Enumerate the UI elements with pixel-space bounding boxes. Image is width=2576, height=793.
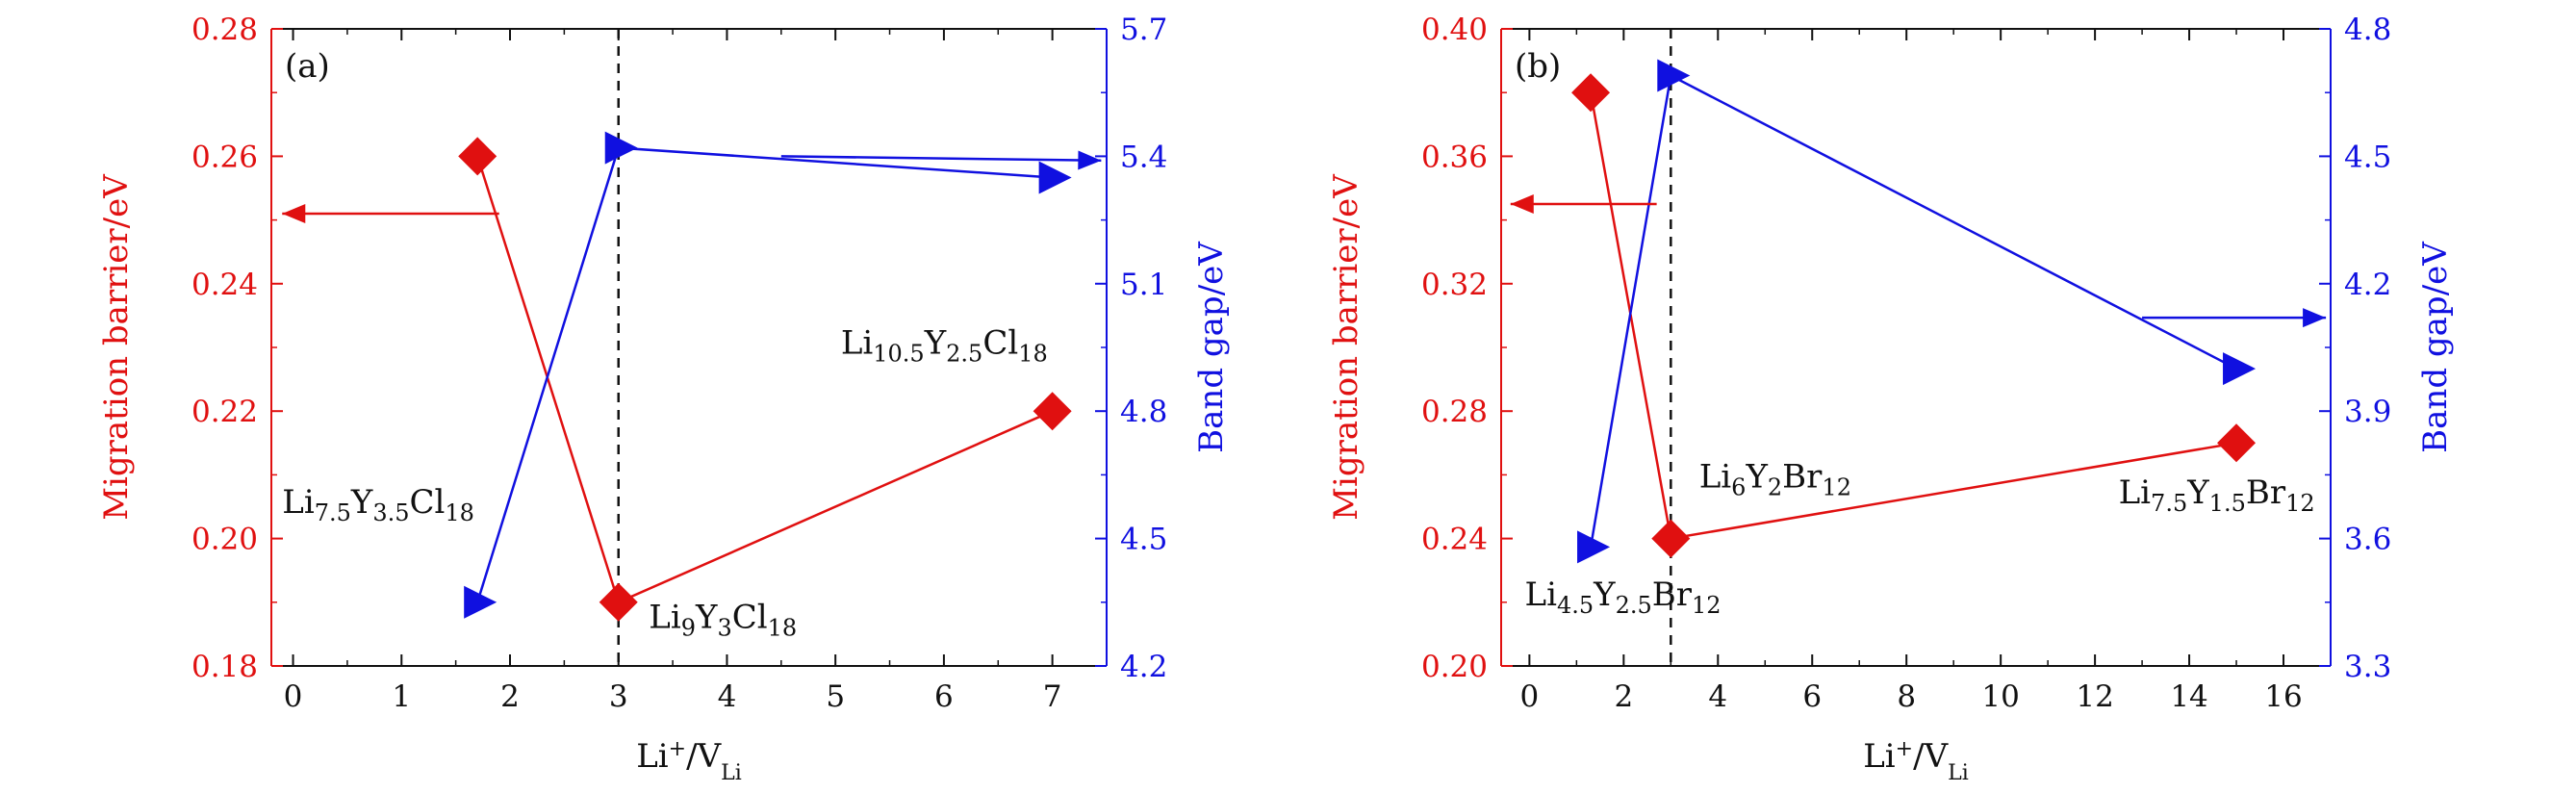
panel-a-x-tick-label: 3 bbox=[609, 679, 628, 714]
panel-b-y-left-tick-label: 0.20 bbox=[1421, 650, 1488, 684]
panel-b-y-right-axis-label: Band gap/eV bbox=[2416, 241, 2455, 453]
panel-b-x-tick-label: 14 bbox=[2170, 679, 2207, 714]
panel-a-x-tick-label: 6 bbox=[934, 679, 954, 714]
panel-b-panel-label: (b) bbox=[1515, 47, 1561, 86]
panel-b-y-left-axis-label: Migration barrier/eV bbox=[1327, 173, 1365, 521]
panel-b-y-left-tick-label: 0.28 bbox=[1421, 395, 1488, 429]
panel-a-migration-barrier-line bbox=[475, 156, 1054, 604]
panel-a-y-right-tick-label: 4.8 bbox=[1120, 395, 1167, 429]
panel-b-compound-label: Li4.5Y2.5Br12 bbox=[1524, 576, 1721, 619]
panel-b-group: 0 2 4 6 8 10 12 14 16 0.20 0.24 0.28 0.32 0.36 0.40 3.3… bbox=[1327, 13, 2455, 785]
panel-a-y-left-tick-label: 0.22 bbox=[191, 395, 258, 429]
panel-a-band-gap-point bbox=[604, 131, 638, 165]
panel-a-x-tick-label: 1 bbox=[392, 679, 411, 714]
panel-a-right-axis-arrow bbox=[780, 155, 1102, 163]
panel-a-y-right-tick-label: 5.4 bbox=[1120, 140, 1167, 174]
panel-b-migration-barrier-point bbox=[2217, 423, 2257, 463]
panel-b-y-right-tick-label: 3.6 bbox=[2344, 523, 2391, 557]
panel-a-x-tick-label: 7 bbox=[1043, 679, 1062, 714]
panel-b-x-tick-label: 8 bbox=[1897, 679, 1916, 714]
panel-b-x-tick-label: 4 bbox=[1708, 679, 1727, 714]
panel-b-y-right-tick-label: 4.8 bbox=[2344, 13, 2391, 47]
panel-b-right-axis-arrowhead bbox=[2303, 308, 2327, 328]
panel-b-x-tick-label: 2 bbox=[1614, 679, 1633, 714]
panel-b-x-tick-label: 16 bbox=[2264, 679, 2302, 714]
panel-a-y-right-tick-label: 4.2 bbox=[1120, 650, 1167, 684]
panel-a-y-left-tick-label: 0.18 bbox=[191, 650, 258, 684]
panel-a-x-tick-label: 0 bbox=[284, 679, 303, 714]
panel-a-y-left-tick-label: 0.24 bbox=[191, 268, 258, 302]
panel-a-right-axis-arrowhead bbox=[1078, 150, 1102, 170]
panel-a-band-gap-point bbox=[1038, 161, 1072, 194]
panel-b-compound-label: Li6Y2Br12 bbox=[1699, 458, 1851, 501]
panel-b-compound-label: Li7.5Y1.5Br12 bbox=[2119, 473, 2315, 517]
panel-b-x-axis-label: Li+/VLi bbox=[1863, 737, 1969, 785]
panel-b-x-tick-label: 0 bbox=[1520, 679, 1540, 714]
panel-b-y-right-tick-label: 4.5 bbox=[2344, 140, 2391, 174]
panel-a-compound-label: Li10.5Y2.5Cl18 bbox=[841, 324, 1048, 368]
panel-b-migration-barrier-line bbox=[1589, 91, 2237, 541]
panel-b-y-left-tick-label: 0.40 bbox=[1421, 13, 1488, 47]
panel-a-migration-barrier-point bbox=[458, 137, 497, 176]
panel-a-band-gap-point bbox=[464, 585, 497, 619]
panel-a-x-axis-label: Li+/VLi bbox=[636, 737, 742, 785]
panel-b-x-tick-label: 12 bbox=[2076, 679, 2113, 714]
panel-b-y-left-tick-label: 0.32 bbox=[1421, 268, 1488, 302]
panel-b-y-right-tick-label: 4.2 bbox=[2344, 268, 2391, 302]
panel-b-y-right-tick-label: 3.3 bbox=[2344, 650, 2391, 684]
panel-b-migration-barrier-point bbox=[1651, 519, 1691, 558]
panel-a-left-axis-arrowhead bbox=[282, 203, 306, 223]
panel-a-x-tick-label: 5 bbox=[826, 679, 845, 714]
panel-a-x-tick-label: 4 bbox=[718, 679, 737, 714]
panel-b-band-gap-point bbox=[1577, 530, 1611, 564]
panel-a-band-gap-line bbox=[475, 146, 1053, 603]
panel-b-band-gap-point bbox=[2223, 352, 2257, 386]
panel-a-y-right-axis-label: Band gap/eV bbox=[1192, 241, 1231, 453]
panel-a-y-left-tick-label: 0.20 bbox=[191, 523, 258, 557]
panel-b-x-tick-label: 10 bbox=[1981, 679, 2019, 714]
panel-b-migration-barrier-point bbox=[1571, 73, 1611, 113]
panel-a-y-right-tick-label: 5.7 bbox=[1120, 13, 1167, 47]
panel-b-y-left-tick-label: 0.24 bbox=[1421, 523, 1488, 557]
panel-a-y-right-tick-label: 5.1 bbox=[1120, 268, 1167, 302]
panel-a-y-right-tick-label: 4.5 bbox=[1120, 523, 1167, 557]
panel-b-x-tick-label: 6 bbox=[1802, 679, 1822, 714]
panel-a-x-tick-label: 2 bbox=[500, 679, 520, 714]
panel-b-y-left-tick-label: 0.36 bbox=[1421, 140, 1488, 174]
panel-a-y-left-tick-label: 0.26 bbox=[191, 140, 258, 174]
panel-a-group: 0 1 2 3 4 5 6 7 0.18 0.20 0.22 0.24 0.26 0.28 4.2 4.5 4.… bbox=[97, 13, 1231, 785]
panel-b-band-gap-point bbox=[1657, 59, 1691, 92]
panel-a-migration-barrier-point bbox=[599, 582, 638, 622]
panel-a-panel-label: (a) bbox=[285, 47, 330, 86]
panel-a-compound-label: Li9Y3Cl18 bbox=[649, 598, 797, 641]
panel-b-y-right-tick-label: 3.9 bbox=[2344, 395, 2391, 429]
panel-a-y-left-axis-label: Migration barrier/eV bbox=[97, 173, 136, 521]
panel-a-migration-barrier-point bbox=[1033, 392, 1072, 431]
panel-a-y-left-tick-label: 0.28 bbox=[191, 13, 258, 47]
panel-a-compound-label: Li7.5Y3.5Cl18 bbox=[282, 483, 474, 526]
panel-b-left-axis-arrowhead bbox=[1510, 194, 1534, 215]
